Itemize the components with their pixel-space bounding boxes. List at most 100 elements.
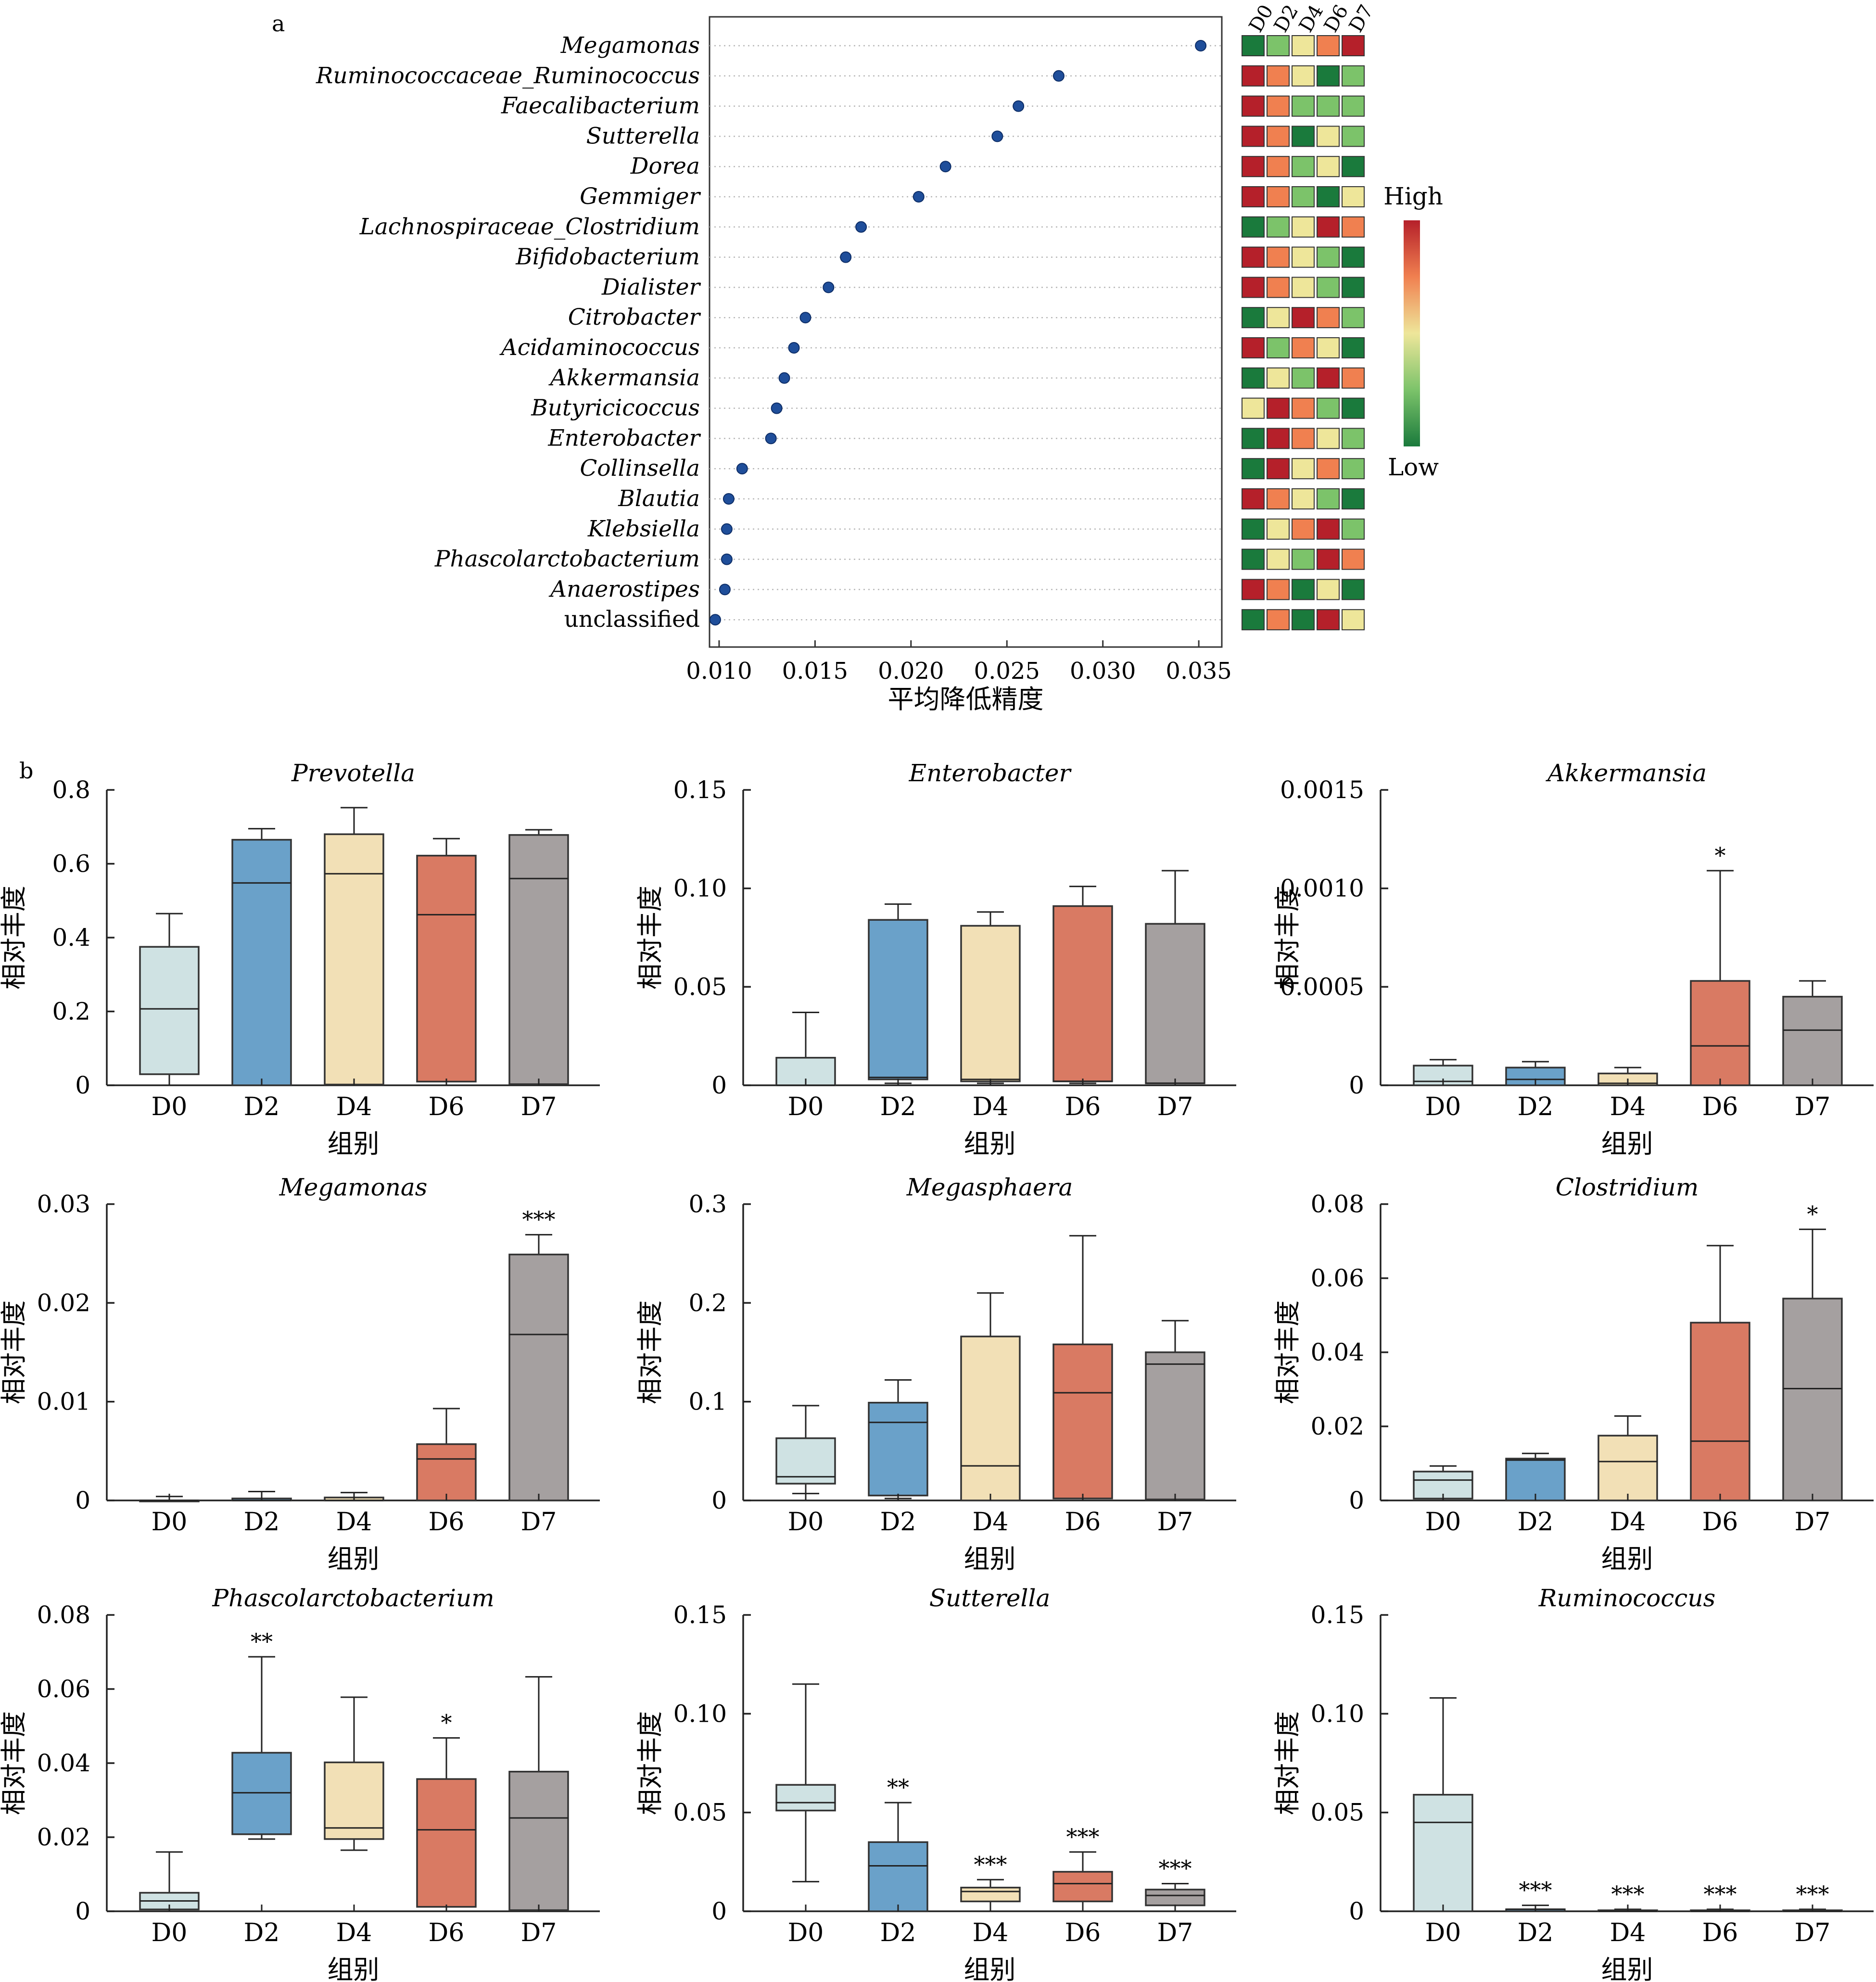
y-tick-label: 0.01 — [37, 1388, 90, 1416]
x-tick-label: D0 — [152, 1918, 188, 1947]
x-tick-label: D0 — [788, 1093, 824, 1121]
box — [508, 829, 569, 1086]
x-tick-label: D7 — [521, 1508, 557, 1537]
box — [1052, 886, 1113, 1084]
heatmap-cell — [1342, 579, 1365, 600]
heatmap-cell — [1267, 65, 1290, 87]
box — [1052, 1235, 1113, 1501]
y-tick-label: 0.05 — [673, 973, 727, 1001]
heatmap-cell — [1317, 458, 1340, 480]
heatmap-cell — [1267, 246, 1290, 268]
x-tick-label: D6 — [1065, 1093, 1101, 1121]
x-axis-label: 组别 — [1601, 1955, 1653, 1982]
y-axis-label: 相对丰度 — [0, 1711, 29, 1815]
heatmap-cell — [1342, 548, 1365, 570]
significance-marker: * — [1807, 1201, 1818, 1227]
x-tick-label: D0 — [788, 1918, 824, 1947]
significance-marker: ** — [251, 1628, 273, 1654]
box — [1505, 1452, 1566, 1501]
x-tick-label: D4 — [1610, 1918, 1646, 1947]
heatmap-cell — [1242, 307, 1265, 329]
y-tick-label: 0.4 — [52, 924, 90, 952]
heatmap-cell — [1317, 186, 1340, 207]
panel-title: Prevotella — [291, 759, 415, 787]
y-tick-label: 0 — [711, 1071, 727, 1099]
y-tick-label: 0.0005 — [1280, 973, 1364, 1001]
x-tick-label: D6 — [429, 1918, 465, 1947]
heatmap-cell — [1242, 337, 1265, 358]
heatmap-cell — [1292, 367, 1315, 389]
x-tick-label: D4 — [1610, 1508, 1646, 1537]
heatmap-cell — [1267, 428, 1290, 449]
heatmap-cell — [1242, 609, 1265, 631]
significance-marker: *** — [1611, 1881, 1645, 1907]
plot-frame — [709, 16, 1223, 648]
x-tick-label: D7 — [521, 1093, 557, 1121]
x-axis-label: 组别 — [964, 1129, 1016, 1159]
heatmap-column-label: D0 — [1245, 1, 1278, 36]
heatmap-cell — [1317, 397, 1340, 419]
heatmap-cell — [1342, 367, 1365, 389]
y-tick-label: 0.15 — [1311, 1601, 1364, 1629]
panel-title: Megamonas — [279, 1173, 428, 1201]
box — [1145, 1320, 1205, 1501]
data-point — [991, 130, 1003, 142]
heatmap-cell — [1342, 216, 1365, 238]
data-point — [721, 553, 733, 565]
taxon-label: Dialister — [601, 274, 701, 300]
heatmap-cell — [1242, 186, 1265, 207]
heatmap-cell — [1317, 367, 1340, 389]
x-tick-label: D2 — [880, 1918, 916, 1947]
panel-title: Clostridium — [1556, 1173, 1699, 1201]
data-point — [840, 251, 852, 263]
x-tick-label: 0.035 — [1166, 658, 1231, 685]
x-tick-label: D7 — [521, 1918, 557, 1947]
x-tick-label: D4 — [336, 1918, 372, 1947]
data-point — [939, 161, 951, 173]
legend-low-label: Low — [1388, 453, 1439, 481]
box-body — [1690, 1321, 1750, 1501]
x-tick-label: D6 — [1702, 1508, 1738, 1537]
x-tick-label: D7 — [1157, 1093, 1193, 1121]
significance-marker: *** — [1066, 1824, 1100, 1850]
y-tick-label: 0.05 — [1311, 1799, 1364, 1827]
heatmap-cell — [1317, 216, 1340, 238]
x-tick-label: D6 — [1065, 1508, 1101, 1537]
heatmap-cell — [1267, 216, 1290, 238]
x-tick-label: D2 — [244, 1093, 280, 1121]
heatmap-cell — [1292, 35, 1315, 56]
heatmap-cell — [1317, 277, 1340, 298]
y-tick-label: 0.2 — [52, 998, 90, 1026]
x-tick-label: D6 — [1065, 1918, 1101, 1947]
y-tick-label: 0.6 — [52, 850, 90, 878]
y-tick-label: 0.06 — [1311, 1264, 1364, 1292]
heatmap-cell — [1342, 397, 1365, 419]
box — [139, 913, 200, 1086]
y-tick-label: 0.10 — [673, 1700, 727, 1728]
heatmap-cell — [1242, 518, 1265, 540]
x-tick-label: D7 — [1157, 1508, 1193, 1537]
heatmap-cell — [1242, 458, 1265, 480]
heatmap-cell — [1242, 579, 1265, 600]
legend-gradient-bar — [1404, 220, 1420, 446]
y-tick-label: 0.15 — [673, 1601, 727, 1629]
x-tick-label: D2 — [244, 1918, 280, 1947]
box-body — [1782, 1297, 1843, 1501]
y-tick-label: 0 — [1349, 1486, 1364, 1514]
data-point — [1013, 100, 1025, 112]
heatmap-cell — [1267, 95, 1290, 117]
heatmap-cell — [1267, 458, 1290, 480]
box-body — [508, 1770, 569, 1911]
box — [775, 1012, 836, 1086]
heatmap-cell — [1242, 246, 1265, 268]
heatmap-cell — [1317, 548, 1340, 570]
significance-marker: * — [1715, 842, 1726, 868]
data-point — [1195, 40, 1207, 51]
panel-a: a Megamonas Ruminococcaceae_Ruminococcus Fa… — [272, 1, 1443, 714]
data-point — [788, 342, 800, 354]
data-point — [721, 523, 733, 535]
